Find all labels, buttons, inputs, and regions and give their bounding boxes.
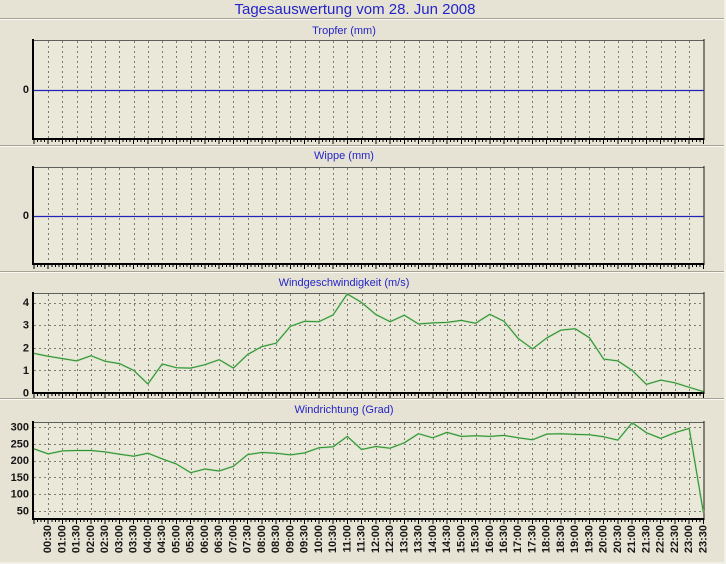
window-edge-right xyxy=(724,0,726,564)
panel-3: 50 100 150 200 250 300 00:30 01:00 01:30 02:00 02:… xyxy=(11,421,709,553)
x-tick-label: 07:30 xyxy=(242,525,254,553)
x-tick-label: 17:30 xyxy=(526,525,538,553)
plot-area xyxy=(34,167,704,264)
x-tick-label: 21:30 xyxy=(640,525,652,553)
x-tick-label: 05:00 xyxy=(170,525,182,553)
y-tick-label: 100 xyxy=(11,489,29,501)
x-tick-label: 04:00 xyxy=(142,525,154,553)
x-tick-label: 14:30 xyxy=(441,525,453,553)
y-tick-label: 150 xyxy=(11,472,29,484)
y-tick-label: 200 xyxy=(11,455,29,467)
x-tick-label: 17:00 xyxy=(512,525,524,553)
panel-1: 0 xyxy=(23,166,705,269)
x-tick-label: 23:30 xyxy=(697,525,709,553)
x-tick-label: 09:30 xyxy=(299,525,311,553)
x-tick-label: 15:30 xyxy=(470,525,482,553)
panel-title-tropfer: Tropfer (mm) xyxy=(312,25,376,37)
x-tick-label: 11:30 xyxy=(356,525,368,553)
y-tick-label: 250 xyxy=(11,438,29,450)
series-line xyxy=(33,422,704,513)
panel-title-wippe: Wippe (mm) xyxy=(314,150,374,162)
x-tick-label: 00:30 xyxy=(42,525,54,553)
x-tick-label: 19:30 xyxy=(583,525,595,553)
x-tick-label: 21:00 xyxy=(626,525,638,553)
x-tick-label: 16:00 xyxy=(484,525,496,553)
panel-divider-1 xyxy=(0,145,726,147)
x-tick-label: 12:00 xyxy=(370,525,382,553)
y-tick-label: 4 xyxy=(23,297,30,309)
x-tick-label: 04:30 xyxy=(156,525,168,553)
x-tick-label: 20:30 xyxy=(612,525,624,553)
x-tick-label: 10:00 xyxy=(313,525,325,553)
x-tick-label: 13:30 xyxy=(413,525,425,553)
x-tick-label: 15:00 xyxy=(455,525,467,553)
panel-2: 0 1 2 3 4 xyxy=(23,292,705,400)
y-tick-label: 2 xyxy=(23,342,29,354)
x-tick-label: 05:30 xyxy=(185,525,197,553)
x-tick-label: 02:30 xyxy=(99,525,111,553)
panel-divider-2 xyxy=(0,271,726,273)
panel-divider-3 xyxy=(0,398,726,400)
x-tick-label: 16:30 xyxy=(498,525,510,553)
x-tick-label: 18:30 xyxy=(555,525,567,553)
x-tick-label: 01:00 xyxy=(56,525,68,553)
x-tick-label: 02:00 xyxy=(85,525,97,553)
x-tick-label: 03:00 xyxy=(113,525,125,553)
x-tick-label: 23:00 xyxy=(683,525,695,553)
panel-title-windgeschwindigkeit: Windgeschwindigkeit (m/s) xyxy=(278,277,410,289)
x-tick-label: 08:30 xyxy=(270,525,282,553)
plot-area xyxy=(34,40,704,139)
y-tick-label: 0 xyxy=(23,388,29,400)
window-edge-bottom xyxy=(0,562,726,564)
panel-title-windrichtung: Windrichtung (Grad) xyxy=(294,404,394,416)
x-tick-label: 09:00 xyxy=(284,525,296,553)
series-line xyxy=(33,293,704,393)
page-title: Tagesauswertung vom 28. Jun 2008 xyxy=(234,1,476,18)
x-tick-label: 14:00 xyxy=(427,525,439,553)
x-tick-label: 10:30 xyxy=(327,525,339,553)
x-tick-label: 07:00 xyxy=(227,525,239,553)
x-tick-label: 18:00 xyxy=(541,525,553,553)
x-tick-label: 11:00 xyxy=(341,525,353,553)
x-tick-label: 12:30 xyxy=(384,525,396,553)
x-tick-label: 22:00 xyxy=(655,525,667,553)
x-tick-label: 06:30 xyxy=(213,525,225,553)
plot-area xyxy=(34,422,704,519)
x-tick-label: 03:30 xyxy=(128,525,140,553)
y-tick-label: 50 xyxy=(17,505,29,517)
x-tick-label: 01:30 xyxy=(71,525,83,553)
panel-0: 0 xyxy=(23,39,705,144)
x-tick-label: 08:00 xyxy=(256,525,268,553)
x-tick-label: 13:00 xyxy=(398,525,410,553)
y-tick-label: 3 xyxy=(23,320,29,332)
y-tick-label: 300 xyxy=(11,422,29,434)
x-tick-label: 06:00 xyxy=(199,525,211,553)
x-tick-label: 19:00 xyxy=(569,525,581,553)
x-tick-label: 22:30 xyxy=(669,525,681,553)
y-tick-label: 0 xyxy=(23,84,29,96)
y-tick-label: 1 xyxy=(23,365,29,377)
x-tick-label: 20:00 xyxy=(598,525,610,553)
y-tick-label: 0 xyxy=(23,210,29,222)
title-divider xyxy=(0,18,726,20)
